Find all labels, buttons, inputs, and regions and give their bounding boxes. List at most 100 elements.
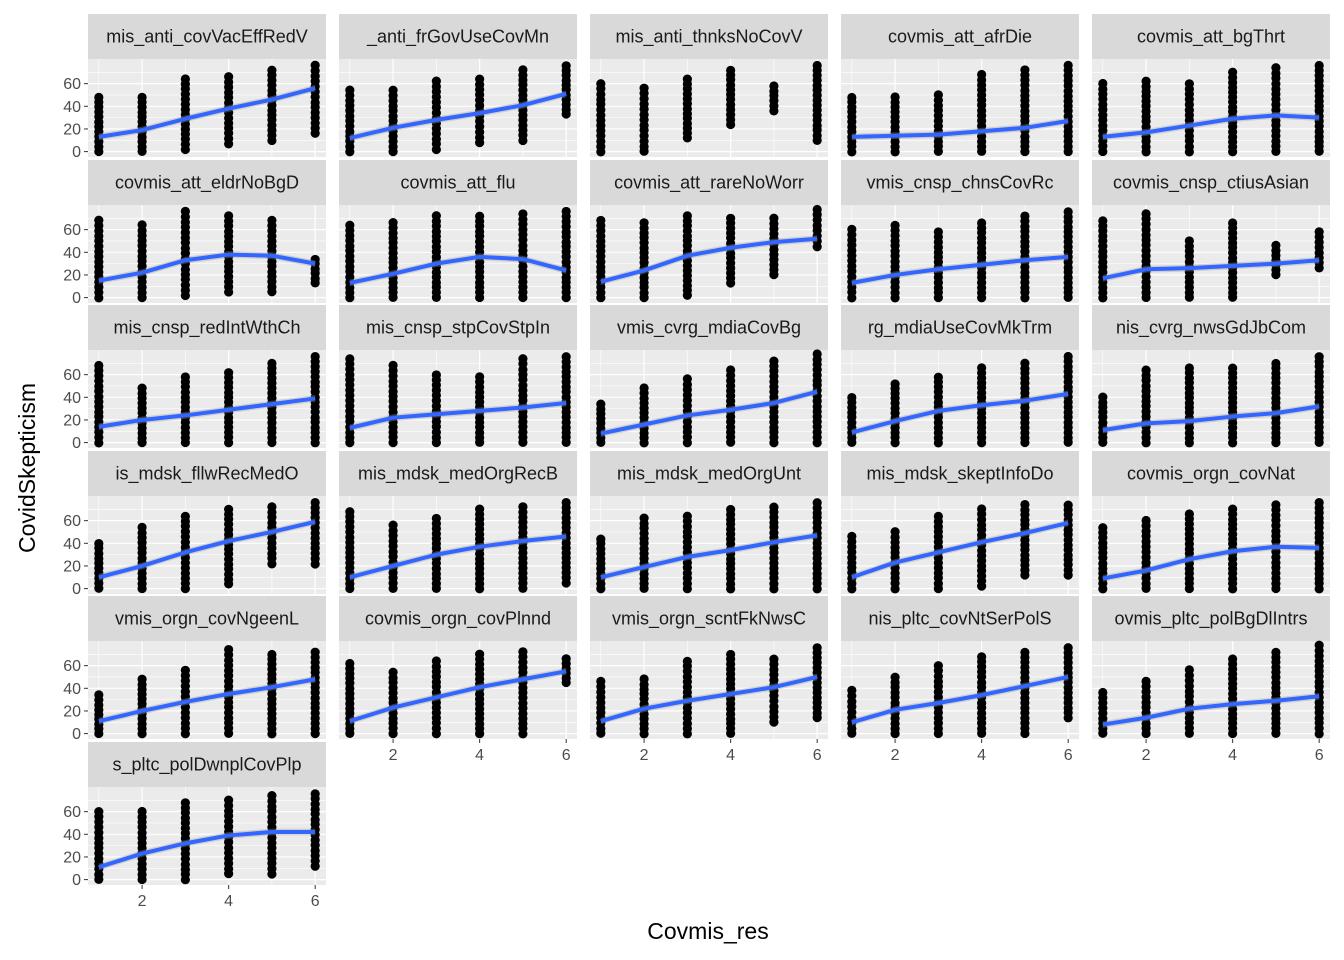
facet-strip bbox=[339, 596, 577, 641]
facet-panel: covmis_orgn_covNat bbox=[1092, 451, 1330, 594]
data-point bbox=[1314, 60, 1324, 71]
plot-area: 2 4 6 bbox=[1092, 640, 1330, 764]
data-point bbox=[596, 399, 606, 409]
plot-area bbox=[590, 349, 828, 448]
data-point bbox=[890, 92, 900, 102]
data-point bbox=[890, 379, 900, 389]
smooth-line bbox=[600, 236, 818, 284]
data-point bbox=[561, 61, 571, 71]
data-point bbox=[388, 667, 398, 677]
plot-area: 0 20 40 60 bbox=[63, 59, 326, 161]
y-tick-label: 0 bbox=[72, 872, 81, 889]
data-point bbox=[94, 690, 104, 700]
data-point bbox=[267, 358, 277, 368]
data-point bbox=[1098, 392, 1108, 402]
data-point bbox=[847, 685, 857, 695]
facet-strip-label: mis_cnsp_redIntWthCh bbox=[113, 318, 300, 339]
data-point bbox=[224, 211, 234, 221]
facet-strip-label: rg_mdiaUseCovMkTrm bbox=[868, 318, 1052, 339]
panel-background bbox=[590, 59, 828, 157]
data-point bbox=[890, 220, 900, 230]
facet-panel: covmis_cnsp_ctiusAsian bbox=[1092, 160, 1330, 303]
data-point bbox=[345, 220, 355, 230]
panel-background bbox=[88, 205, 326, 303]
data-point bbox=[1141, 676, 1151, 686]
facet-panel: covmis_att_afrDie bbox=[841, 14, 1079, 157]
facet-strip-label: covmis_att_bgThrt bbox=[1137, 27, 1285, 48]
data-point bbox=[812, 204, 822, 215]
data-point bbox=[94, 538, 104, 549]
smooth-line bbox=[1102, 544, 1320, 581]
smooth-line bbox=[98, 252, 316, 283]
panel-background bbox=[339, 641, 577, 739]
data-point bbox=[137, 674, 147, 684]
y-tick-label: 40 bbox=[63, 827, 81, 844]
data-point bbox=[1020, 211, 1030, 221]
data-point bbox=[224, 368, 234, 378]
y-tick-label: 0 bbox=[72, 726, 81, 743]
data-point bbox=[1020, 65, 1030, 75]
panel-background bbox=[1092, 59, 1330, 157]
facet-strip-label: mis_anti_covVacEffRedV bbox=[106, 27, 307, 48]
data-point bbox=[933, 511, 943, 521]
plot-area: 2 4 6 bbox=[339, 641, 577, 764]
facet-strip bbox=[88, 305, 326, 350]
data-point bbox=[847, 92, 857, 103]
smooth-line bbox=[600, 533, 818, 580]
facet-strip-label: vmis_cvrg_mdiaCovBg bbox=[617, 318, 801, 339]
data-point bbox=[847, 531, 857, 541]
facet-strip bbox=[1092, 596, 1330, 641]
facet-panel: vmis_orgn_covNgeenL 0 20 40 60 bbox=[63, 596, 326, 743]
data-point bbox=[1063, 60, 1073, 70]
data-point bbox=[180, 511, 190, 521]
data-point bbox=[1141, 365, 1151, 375]
data-point bbox=[1141, 209, 1151, 219]
smooth-line bbox=[851, 391, 1069, 435]
data-point bbox=[561, 497, 571, 508]
facet-panel: covmis_att_eldrNoBgD 0 20 40 60 bbox=[63, 160, 326, 307]
facet-strip-label: covmis_orgn_covNat bbox=[1127, 464, 1295, 485]
y-tick-label: 0 bbox=[72, 290, 81, 307]
data-point bbox=[639, 674, 649, 684]
data-point bbox=[224, 72, 234, 82]
data-point bbox=[1063, 351, 1073, 362]
y-tick-label: 60 bbox=[63, 76, 81, 93]
facet-strip bbox=[841, 451, 1079, 496]
data-point bbox=[1314, 497, 1324, 508]
plot-area: 0 20 40 60 bbox=[63, 496, 326, 598]
smooth-line bbox=[1102, 694, 1320, 727]
facet-strip bbox=[1092, 160, 1330, 205]
panel-background bbox=[841, 496, 1079, 594]
smooth-confidence-band bbox=[349, 253, 567, 287]
data-point bbox=[596, 79, 606, 89]
data-point bbox=[137, 522, 147, 532]
facet-strip bbox=[88, 742, 326, 787]
data-point bbox=[812, 60, 822, 71]
data-point bbox=[137, 220, 147, 230]
data-point bbox=[267, 502, 277, 512]
x-tick-label: 2 bbox=[640, 747, 649, 764]
plot-area bbox=[590, 496, 828, 594]
data-point bbox=[1314, 640, 1324, 650]
facet-panel: vmis_orgn_scntFkNwsC 2 4 6 bbox=[590, 596, 828, 764]
panel-background bbox=[1092, 205, 1330, 303]
data-point bbox=[345, 507, 355, 517]
panel-background bbox=[841, 641, 1079, 739]
panel-background bbox=[841, 205, 1079, 303]
x-tick-label: 4 bbox=[224, 893, 233, 910]
facet-strip-label: covmis_orgn_covPlnnd bbox=[365, 609, 551, 630]
panel-background bbox=[339, 350, 577, 448]
x-tick-label: 4 bbox=[1228, 747, 1237, 764]
facet-panel: mis_cnsp_redIntWthCh 0 20 40 60 bbox=[63, 305, 326, 452]
smooth-line bbox=[98, 519, 316, 580]
data-point bbox=[1141, 515, 1151, 526]
plot-area bbox=[339, 59, 577, 157]
facet-panel: mis_mdsk_medOrgRecB bbox=[339, 451, 577, 594]
data-point bbox=[847, 392, 857, 403]
plot-area: 0 20 40 60 bbox=[63, 205, 326, 307]
smooth-line bbox=[1102, 258, 1320, 281]
facet-panel: covmis_att_bgThrt bbox=[1092, 14, 1330, 157]
data-point bbox=[345, 354, 355, 364]
panel-background bbox=[590, 205, 828, 303]
data-point bbox=[1228, 363, 1238, 373]
